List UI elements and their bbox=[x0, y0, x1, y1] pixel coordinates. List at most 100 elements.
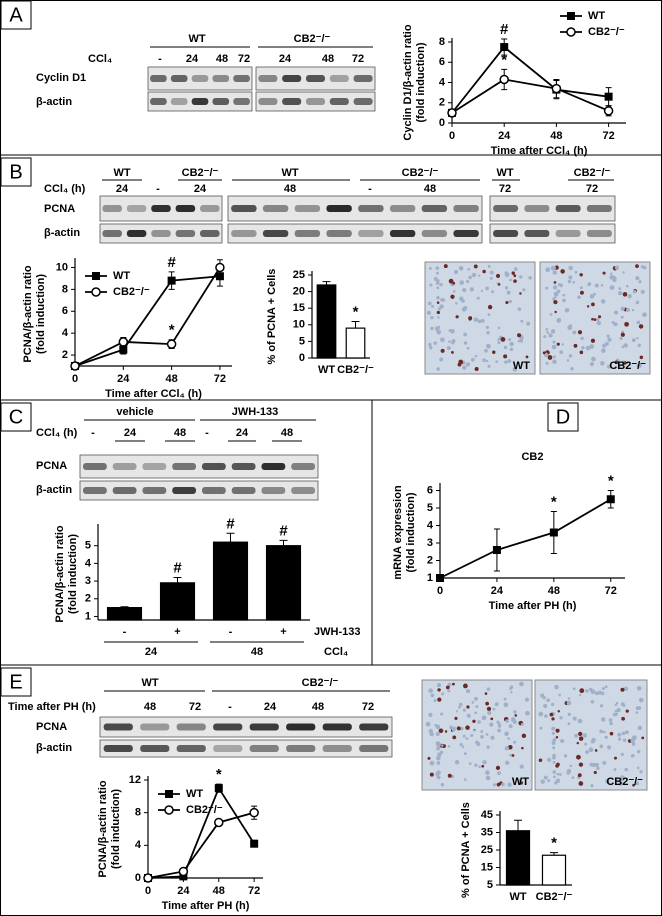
blot-band bbox=[201, 487, 226, 494]
y-axis-label: % of PCNA + Cells bbox=[460, 802, 472, 898]
x-tick-label: 48 bbox=[550, 130, 562, 142]
y-axis-label: PCNA/β-actin ratio bbox=[54, 525, 66, 622]
marker bbox=[500, 43, 509, 52]
cell-nucleus bbox=[548, 333, 553, 338]
blot-band bbox=[175, 205, 196, 212]
cell-nucleus bbox=[485, 701, 489, 706]
blot-band bbox=[200, 230, 220, 237]
cell-nucleus bbox=[554, 310, 557, 314]
cell-nucleus bbox=[554, 684, 559, 690]
lane-label: - bbox=[158, 53, 162, 65]
cell-nucleus bbox=[459, 280, 465, 285]
blot-band bbox=[258, 75, 278, 82]
cell-nucleus bbox=[504, 286, 509, 290]
lane-label: 48 bbox=[312, 701, 324, 713]
cell-nucleus bbox=[474, 354, 478, 358]
cell-nucleus bbox=[513, 274, 517, 278]
cell-nucleus bbox=[436, 310, 440, 315]
blot-band bbox=[291, 487, 316, 494]
marker bbox=[551, 83, 562, 94]
y-tick-label: 6 bbox=[439, 56, 445, 68]
x-tick-label: WT bbox=[509, 891, 526, 903]
cell-nucleus bbox=[614, 709, 618, 713]
blot-band bbox=[291, 463, 316, 470]
row-label: Cyclin D1 bbox=[36, 72, 86, 84]
cell-nucleus bbox=[620, 752, 624, 756]
marker bbox=[164, 805, 174, 815]
cell-nucleus bbox=[620, 332, 625, 337]
cell-nucleus bbox=[509, 686, 513, 690]
blot-band bbox=[231, 230, 257, 237]
cell-nucleus bbox=[620, 778, 624, 782]
letter-box bbox=[0, 667, 32, 697]
cell-nucleus bbox=[436, 296, 440, 300]
blot-band bbox=[421, 230, 448, 237]
cell-nucleus bbox=[463, 752, 467, 756]
cell-nucleus bbox=[485, 359, 489, 363]
cell-nucleus bbox=[436, 746, 441, 751]
cell-nucleus bbox=[566, 768, 572, 774]
lane-label: 48 bbox=[144, 701, 156, 713]
cell-nucleus bbox=[466, 705, 470, 709]
cell-nucleus bbox=[525, 710, 530, 716]
y-tick-label: 4 bbox=[85, 557, 92, 569]
cell-nucleus bbox=[605, 779, 610, 784]
blot-band bbox=[150, 98, 167, 105]
cell-nucleus bbox=[487, 313, 491, 317]
cell-nucleus bbox=[455, 315, 459, 319]
blot-band bbox=[151, 205, 171, 212]
cell-nucleus bbox=[492, 707, 496, 711]
y-axis-label: (fold induction) bbox=[35, 274, 47, 354]
blot-band bbox=[586, 230, 612, 237]
y-tick-label: 3 bbox=[85, 575, 91, 587]
cell-nucleus bbox=[620, 687, 625, 692]
cell-nucleus bbox=[596, 320, 602, 326]
significance-mark: # bbox=[500, 21, 509, 38]
y-tick-label: 5 bbox=[299, 335, 305, 347]
cell-nucleus bbox=[594, 749, 598, 752]
cell-nucleus bbox=[477, 319, 482, 324]
cell-nucleus bbox=[567, 279, 572, 284]
blot-frame bbox=[79, 480, 319, 501]
cell-nucleus bbox=[480, 730, 484, 733]
bar bbox=[316, 284, 337, 359]
cell-nucleus bbox=[446, 345, 451, 351]
cell-nucleus bbox=[509, 753, 512, 757]
cell-nucleus bbox=[609, 731, 614, 736]
marker bbox=[167, 276, 176, 285]
blot-band bbox=[262, 230, 289, 237]
cell-nucleus bbox=[439, 304, 444, 309]
cell-nucleus bbox=[461, 745, 465, 749]
cell-nucleus bbox=[482, 760, 487, 765]
blot-band bbox=[151, 230, 171, 237]
blot-band bbox=[142, 487, 167, 494]
cell-nucleus bbox=[556, 772, 560, 776]
blot-band bbox=[353, 75, 373, 82]
cell-nucleus bbox=[487, 304, 493, 310]
x-tick-label: CB2⁻/⁻ bbox=[337, 364, 374, 376]
cell-nucleus bbox=[556, 318, 562, 323]
cell-nucleus bbox=[546, 331, 550, 334]
cell-nucleus bbox=[507, 744, 513, 750]
cell-nucleus bbox=[559, 350, 564, 355]
y-axis-label: mRNA expression bbox=[392, 485, 404, 580]
cell-nucleus bbox=[485, 286, 489, 291]
significance-mark: * bbox=[169, 322, 175, 339]
cell-nucleus bbox=[480, 289, 484, 293]
cell-nucleus bbox=[436, 761, 441, 765]
blot-band bbox=[126, 205, 147, 212]
cell-nucleus bbox=[551, 741, 556, 746]
cell-nucleus bbox=[468, 316, 473, 321]
cell-nucleus bbox=[625, 730, 629, 735]
marker bbox=[566, 27, 576, 37]
cell-nucleus bbox=[455, 302, 458, 305]
cell-nucleus bbox=[438, 728, 444, 734]
micrograph-label: WT bbox=[512, 776, 529, 788]
lane-label: - bbox=[368, 183, 372, 195]
cell-nucleus bbox=[466, 713, 471, 718]
cell-nucleus bbox=[602, 760, 607, 765]
y-tick-label: 0 bbox=[135, 872, 141, 884]
cell-nucleus bbox=[482, 358, 486, 363]
cell-nucleus bbox=[517, 307, 522, 312]
cell-nucleus bbox=[453, 290, 456, 293]
